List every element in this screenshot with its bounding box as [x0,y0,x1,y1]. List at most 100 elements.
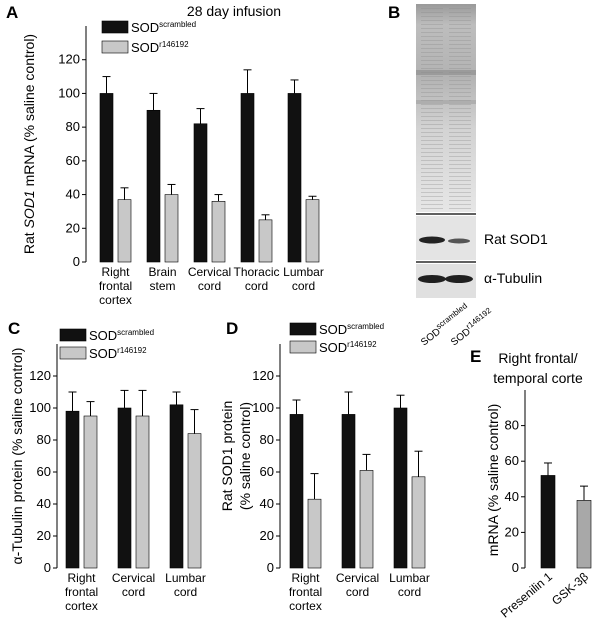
y-tick-label-c-0: 0 [44,560,51,575]
y-tick-label-c-20: 20 [37,528,51,543]
legend-label-c-1: SODr146192 [89,346,147,361]
bar-c-s1-c2 [187,433,202,569]
blot-label-tubulin: α-Tubulin [484,270,542,286]
x-tick-label-c-c1-l1: cord [122,585,145,599]
x-tick-label-e-c0: Presenilin 1 [498,569,555,620]
y-tick-label-d-60: 60 [260,464,274,479]
x-tick-label-d-c1-l0: Cervical [336,571,379,585]
y-tick-label-d-120: 120 [252,368,274,383]
bar-a-s0-c2 [193,123,208,263]
legend-label-d-1: SODr146192 [319,340,377,355]
x-tick-label-c-c0-l1: frontal [65,585,98,599]
legend-label-c-0: SODscrambled [89,328,154,343]
bar-a-s1-c0 [117,199,132,263]
x-tick-label-a-c3-l0: Thoracic [233,265,279,279]
bar-c-s1-c0 [83,415,98,569]
bar-e-c1 [576,500,592,569]
x-tick-label-a-c3-l1: cord [245,279,268,293]
y-tick-label-c-100: 100 [29,400,51,415]
x-tick-label-c-c2-l0: Lumbar [165,571,206,585]
x-tick-label-a-c2-l1: cord [198,279,221,293]
blot-label-sod1: Rat SOD1 [484,231,548,247]
blot-band-tubulin-lane2 [445,275,473,283]
y-tick-label-d-0: 0 [267,560,274,575]
western-blot: Rat SOD1 α-Tubulin SODscrambled SODr1461… [416,4,548,348]
bar-e-c0 [540,475,556,569]
legend-swatch-d-1 [289,340,317,354]
blot-band-sod1-lane2 [448,238,470,244]
y-tick-label-e-20: 20 [505,524,519,539]
y-axis-label-a: Rat SOD1 mRNA (% saline control) [21,34,37,254]
blot-band-sod1-lane1 [419,236,445,244]
y-tick-label-a-40: 40 [66,187,80,202]
x-tick-label-a-c2-l0: Cervical [188,265,231,279]
x-tick-label-a-c1-l0: Brain [148,265,176,279]
x-tick-label-c-c0-l0: Right [67,571,96,585]
y-tick-label-a-80: 80 [66,119,80,134]
gel-lane-2 [449,6,471,210]
x-tick-label-a-c4-l0: Lumbar [283,265,324,279]
gel-lane-1 [421,6,443,210]
x-tick-label-d-c0-l2: cortex [289,599,322,613]
y-tick-label-e-40: 40 [505,489,519,504]
panel-label-e: E [470,347,481,366]
y-tick-label-c-40: 40 [37,496,51,511]
legend-label-a-0: SODscrambled [131,20,196,35]
bar-a-s1-c1 [164,194,179,263]
bar-a-s1-c4 [305,199,320,263]
y-axis-label-d-1: (% saline control) [237,402,253,510]
x-tick-label-d-c2-l0: Lumbar [389,571,430,585]
bar-a-s0-c1 [146,109,161,263]
gel-band-dark [416,70,476,75]
bar-a-s0-c0 [99,93,114,263]
bar-d-s1-c2 [411,476,426,569]
y-tick-label-a-120: 120 [58,52,80,67]
x-tick-label-d-c2-l1: cord [398,585,421,599]
y-tick-label-a-0: 0 [73,254,80,269]
bar-a-s1-c3 [258,219,273,263]
y-axis-label-c: α-Tubulin protein (% saline control) [9,348,25,565]
bar-d-s0-c2 [393,407,408,569]
bar-a-s1-c2 [211,201,226,263]
chart-e-title-0: Right frontal/ [498,350,577,366]
y-tick-label-c-60: 60 [37,464,51,479]
x-tick-label-a-c0-l0: Right [101,265,130,279]
bar-d-s1-c0 [307,498,322,569]
bar-a-s0-c4 [287,93,302,263]
bar-c-s0-c0 [65,410,80,569]
y-tick-label-d-80: 80 [260,432,274,447]
legend-swatch-d-0 [289,322,317,336]
legend-swatch-c-0 [59,328,87,342]
bar-c-s1-c1 [135,415,150,569]
y-tick-label-d-20: 20 [260,528,274,543]
y-tick-label-e-80: 80 [505,418,519,433]
blot-band-tubulin-lane1 [418,275,446,283]
y-tick-label-e-60: 60 [505,453,519,468]
chart-e-title-1: temporal corte [493,370,583,386]
y-tick-label-c-80: 80 [37,432,51,447]
legend-swatch-a-0 [101,20,129,34]
x-tick-label-d-c0-l0: Right [291,571,320,585]
legend-label-a-1: SODr146192 [131,40,189,55]
bar-d-s0-c0 [289,414,304,569]
legend-swatch-c-1 [59,346,87,360]
panel-label-c: C [8,319,20,338]
x-tick-label-d-c1-l1: cord [346,585,369,599]
bar-c-s0-c1 [117,407,132,569]
x-tick-label-a-c1-l1: stem [149,279,175,293]
chart-a-title: 28 day infusion [187,3,281,19]
panel-label-b: B [388,3,400,22]
y-tick-label-d-100: 100 [252,400,274,415]
gel-band-mid [416,100,476,104]
x-tick-label-c-c0-l2: cortex [65,599,98,613]
bar-d-s1-c1 [359,470,374,569]
x-tick-label-d-c0-l1: frontal [289,585,322,599]
y-tick-label-d-40: 40 [260,496,274,511]
x-tick-label-a-c0-l1: frontal [99,279,132,293]
y-tick-label-c-120: 120 [29,368,51,383]
x-tick-label-a-c0-l2: cortex [99,293,132,307]
y-axis-label-d-0: Rat SOD1 protein [219,401,235,512]
legend-swatch-a-1 [101,40,129,54]
